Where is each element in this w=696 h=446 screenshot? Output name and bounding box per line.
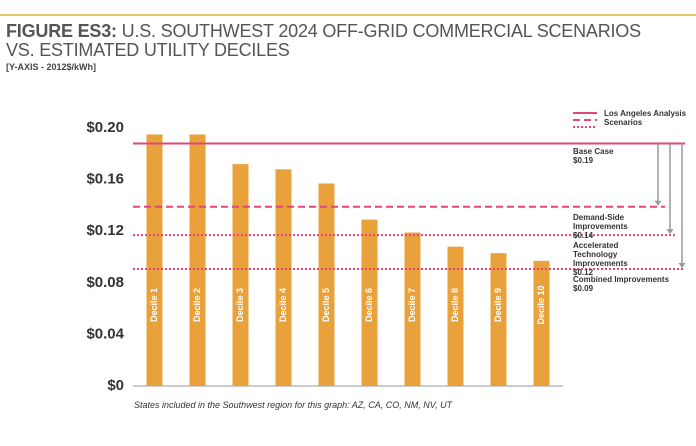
arrow-head (654, 200, 662, 206)
bar (447, 246, 464, 386)
scenario-value: $0.19 (573, 156, 594, 166)
bar-label: Decile 3 (235, 288, 245, 322)
title-text: U.S. SOUTHWEST 2024 OFF-GRID COMMERCIAL … (6, 21, 641, 60)
bar-label: Decile 9 (493, 288, 503, 322)
bar (146, 134, 163, 386)
scenario-label: Base Case $0.19 (573, 147, 678, 165)
arrow-head (678, 262, 686, 268)
bar (490, 253, 507, 386)
bar-label: Decile 2 (192, 288, 202, 322)
bar (318, 183, 335, 386)
scenario-value: $0.14 (573, 230, 594, 240)
bar-label: Decile 10 (536, 285, 546, 324)
bar-label: Decile 4 (278, 288, 288, 322)
bar (232, 164, 249, 386)
bar-label: Decile 8 (450, 288, 460, 322)
scenario-name: Combined Improvements (573, 274, 670, 284)
bar (404, 232, 421, 386)
scenario-label: Demand-Side Improvements $0.14 (573, 213, 678, 240)
y-tick-label: $0 (107, 377, 124, 394)
bar-label: Decile 7 (407, 288, 417, 322)
footnote: States included in the Southwest region … (134, 400, 453, 410)
scenario-name: Base Case (573, 147, 614, 157)
arrow-head (666, 229, 674, 235)
bar (275, 169, 292, 386)
scenario-value: $0.09 (573, 283, 594, 293)
y-tick-label: $0.04 (86, 325, 124, 342)
scenario-name: Demand-Side Improvements (573, 212, 628, 231)
y-tick-label: $0.12 (86, 222, 124, 239)
scenario-label: Accelerated Technology Improvements $0.12 (573, 241, 678, 277)
chart-title: FIGURE ES3: U.S. SOUTHWEST 2024 OFF-GRID… (6, 22, 646, 60)
scenario-name: Accelerated Technology Improvements (573, 241, 628, 269)
title-prefix: FIGURE ES3: (6, 21, 117, 41)
y-tick-label: $0.20 (86, 119, 124, 136)
scenario-label: Combined Improvements $0.09 (573, 275, 678, 293)
bar-label: Decile 6 (364, 288, 374, 322)
bar (189, 134, 206, 386)
subtitle: [Y-AXIS - 2012$/kWh] (6, 62, 97, 72)
bar (533, 260, 550, 386)
bar (361, 219, 378, 386)
scenario-value: $0.12 (573, 268, 594, 278)
y-tick-label: $0.08 (86, 274, 124, 291)
y-tick-label: $0.16 (86, 171, 124, 188)
bar-label: Decile 5 (321, 288, 331, 322)
legend-title: Los Angeles Analysis Scenarios (604, 109, 687, 127)
bar-label: Decile 1 (149, 288, 159, 322)
